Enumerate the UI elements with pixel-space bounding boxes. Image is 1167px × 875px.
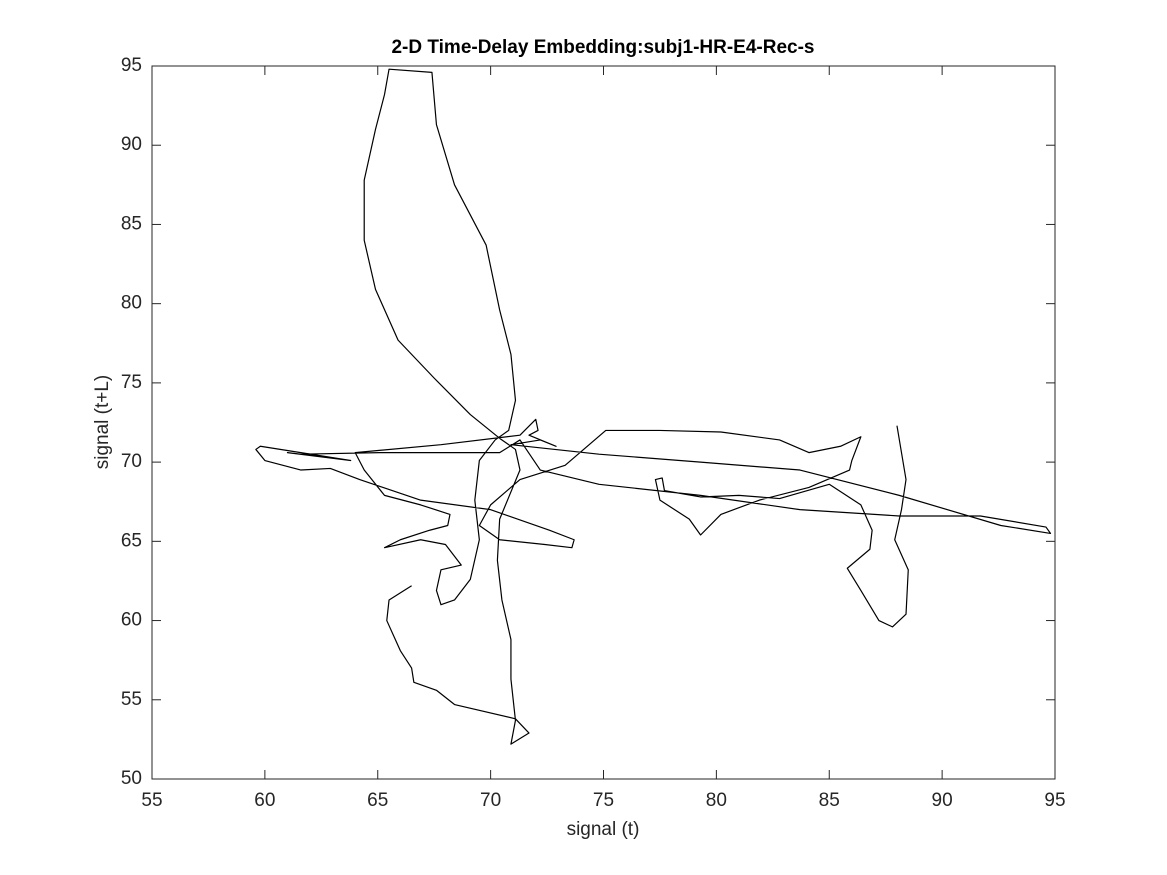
x-tick-label: 75	[593, 790, 614, 811]
x-tick-label: 95	[1044, 790, 1065, 811]
y-tick-label: 90	[121, 134, 142, 155]
chart-title: 2-D Time-Delay Embedding:subj1-HR-E4-Rec…	[391, 37, 814, 58]
x-tick-label: 80	[706, 790, 727, 811]
y-tick-label: 50	[121, 768, 142, 789]
x-tick-label: 60	[254, 790, 275, 811]
x-tick-label: 65	[367, 790, 388, 811]
y-tick-label: 85	[121, 213, 142, 234]
x-axis-label: signal (t)	[567, 819, 640, 840]
y-tick-label: 65	[121, 530, 142, 551]
x-tick-label: 85	[819, 790, 840, 811]
y-axis-label: signal (t+L)	[92, 375, 113, 470]
y-tick-label: 80	[121, 293, 142, 314]
axes-box	[151, 65, 1056, 780]
y-tick-label: 60	[121, 610, 142, 631]
y-tick-label: 95	[121, 55, 142, 76]
y-tick-label: 70	[121, 451, 142, 472]
x-tick-label: 55	[141, 790, 162, 811]
y-tick-label: 75	[121, 372, 142, 393]
plot-area	[152, 66, 1055, 779]
x-tick-label: 90	[932, 790, 953, 811]
trajectory-line	[255, 68, 1052, 745]
y-tick-label: 55	[121, 689, 142, 710]
x-tick-label: 70	[480, 790, 501, 811]
